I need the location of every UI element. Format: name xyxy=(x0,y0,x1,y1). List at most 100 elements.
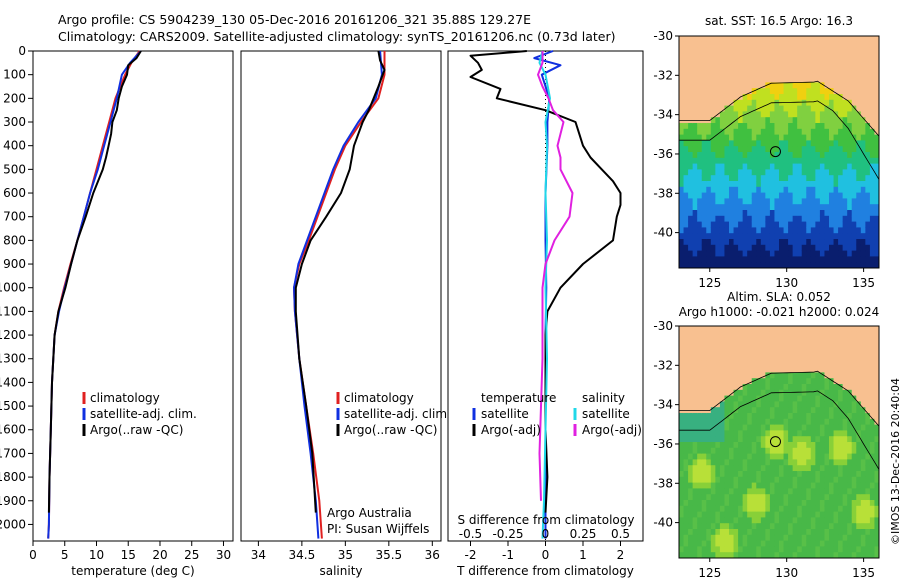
sst-map-cell xyxy=(692,239,698,246)
sst-map-cell xyxy=(874,215,880,223)
sla-map-cell xyxy=(792,540,798,547)
sst-map-cell xyxy=(874,204,880,211)
sst-map-cell xyxy=(760,146,766,153)
sst-map-cell xyxy=(733,146,739,153)
diff-panel-xtick-label-1: -1 xyxy=(502,548,514,562)
sst-map-cell xyxy=(719,221,725,228)
sst-map-cell xyxy=(679,192,685,199)
sla-map-cell xyxy=(788,453,794,460)
sla-map-cell xyxy=(806,355,812,362)
sla-map-cell xyxy=(774,465,780,472)
sla-map-cell xyxy=(719,505,725,513)
sla-map-cell xyxy=(729,436,735,443)
sla-map-cell xyxy=(829,482,835,489)
sst-map-cell xyxy=(683,105,689,112)
sla-map-cell xyxy=(774,349,780,356)
sst-map-cell xyxy=(806,210,812,217)
sla-map-cell xyxy=(765,424,771,431)
sla-map-cell xyxy=(715,407,721,414)
sst-map-cell xyxy=(842,140,848,147)
sst-map-cell xyxy=(865,152,871,159)
sst-map-cell xyxy=(738,152,744,159)
sst-map-cell xyxy=(769,239,775,246)
sst-map-cell xyxy=(779,128,785,136)
sla-map-cell xyxy=(751,424,757,431)
sst-map-cell xyxy=(874,70,880,78)
sla-map-cell xyxy=(688,552,694,559)
sst-map-cell xyxy=(688,36,694,43)
sst-map-cell xyxy=(874,169,880,176)
sst-map-cell xyxy=(715,192,721,199)
sst-map-cell xyxy=(679,41,685,49)
sst-map-cell xyxy=(869,105,875,112)
sst-map-cell xyxy=(815,146,821,153)
sla-map-cell xyxy=(833,540,839,547)
temp-panel-ytick-label-0: 0 xyxy=(18,44,26,58)
sst-map-cell xyxy=(742,76,748,83)
sst-map-cell xyxy=(715,262,721,269)
sst-map-cell xyxy=(815,134,821,141)
sst-map-cell xyxy=(851,239,857,246)
sla-map-cell xyxy=(710,366,716,373)
sst-map-cell xyxy=(688,192,694,199)
sst-map-cell xyxy=(688,65,694,72)
sst-map-cell xyxy=(710,239,716,246)
sla-map-cell xyxy=(874,337,880,344)
temp-panel-series-2 xyxy=(47,50,142,513)
sla-map-cell xyxy=(729,349,735,356)
sst-map-cell xyxy=(833,244,839,252)
sst-map-cell xyxy=(829,186,835,194)
sla-map-cell xyxy=(788,331,794,339)
sla-map-cell xyxy=(806,500,812,507)
sst-map-cell xyxy=(710,163,716,170)
sla-map-cell xyxy=(829,447,835,455)
sla-map-cell xyxy=(688,366,694,373)
sst-map-cell xyxy=(724,41,730,49)
sst-map-cell xyxy=(819,128,825,136)
sla-map-cell xyxy=(838,552,844,559)
sla-map-cell xyxy=(860,494,866,501)
sla-map-cell xyxy=(819,447,825,455)
sla-map-cell xyxy=(824,523,830,530)
sst-map-cell xyxy=(788,53,794,60)
sla-map-cell xyxy=(865,476,871,484)
sla-map-cell xyxy=(765,494,771,501)
sst-map-cell xyxy=(738,192,744,199)
sla-map-cell xyxy=(733,511,739,518)
sla-map-cell xyxy=(706,424,712,431)
sst-map-cell xyxy=(719,204,725,211)
sst-map-cell xyxy=(829,204,835,211)
sla-map-cell xyxy=(865,465,871,472)
sla-map-cell xyxy=(692,529,698,536)
sla-map-cell xyxy=(710,401,716,408)
sla-map-cell xyxy=(751,534,757,542)
sst-map-cell xyxy=(679,239,685,246)
sla-map-cell xyxy=(688,401,694,408)
sst-map-cell xyxy=(769,36,775,43)
sla-map-cell xyxy=(756,447,762,455)
sst-map-cell xyxy=(842,239,848,246)
sst-map-cell xyxy=(724,221,730,228)
sst-map-cell xyxy=(697,262,703,269)
sst-map-cell xyxy=(738,88,744,95)
sst-map-cell xyxy=(688,244,694,252)
sla-map-cell xyxy=(819,389,825,397)
sla-map-cell xyxy=(706,355,712,362)
sst-map-cell xyxy=(688,227,694,234)
sst-map-cell xyxy=(756,221,762,228)
sla-map-cell xyxy=(865,482,871,489)
sla-map-cell xyxy=(819,395,825,402)
sst-map-cell xyxy=(797,186,803,194)
sla-map-cell xyxy=(706,372,712,379)
sla-map-cell xyxy=(760,430,766,437)
sst-map-cell xyxy=(792,227,798,234)
sla-map-cell xyxy=(715,511,721,518)
sla-map-cell xyxy=(688,465,694,472)
sla-map-cell xyxy=(815,413,821,420)
sst-map-cell xyxy=(724,204,730,211)
sla-map-cell xyxy=(833,529,839,536)
sla-map-cell xyxy=(833,517,839,524)
sst-map-cell xyxy=(715,250,721,257)
sla-map-cell xyxy=(683,500,689,507)
sst-map-cell xyxy=(824,233,830,240)
